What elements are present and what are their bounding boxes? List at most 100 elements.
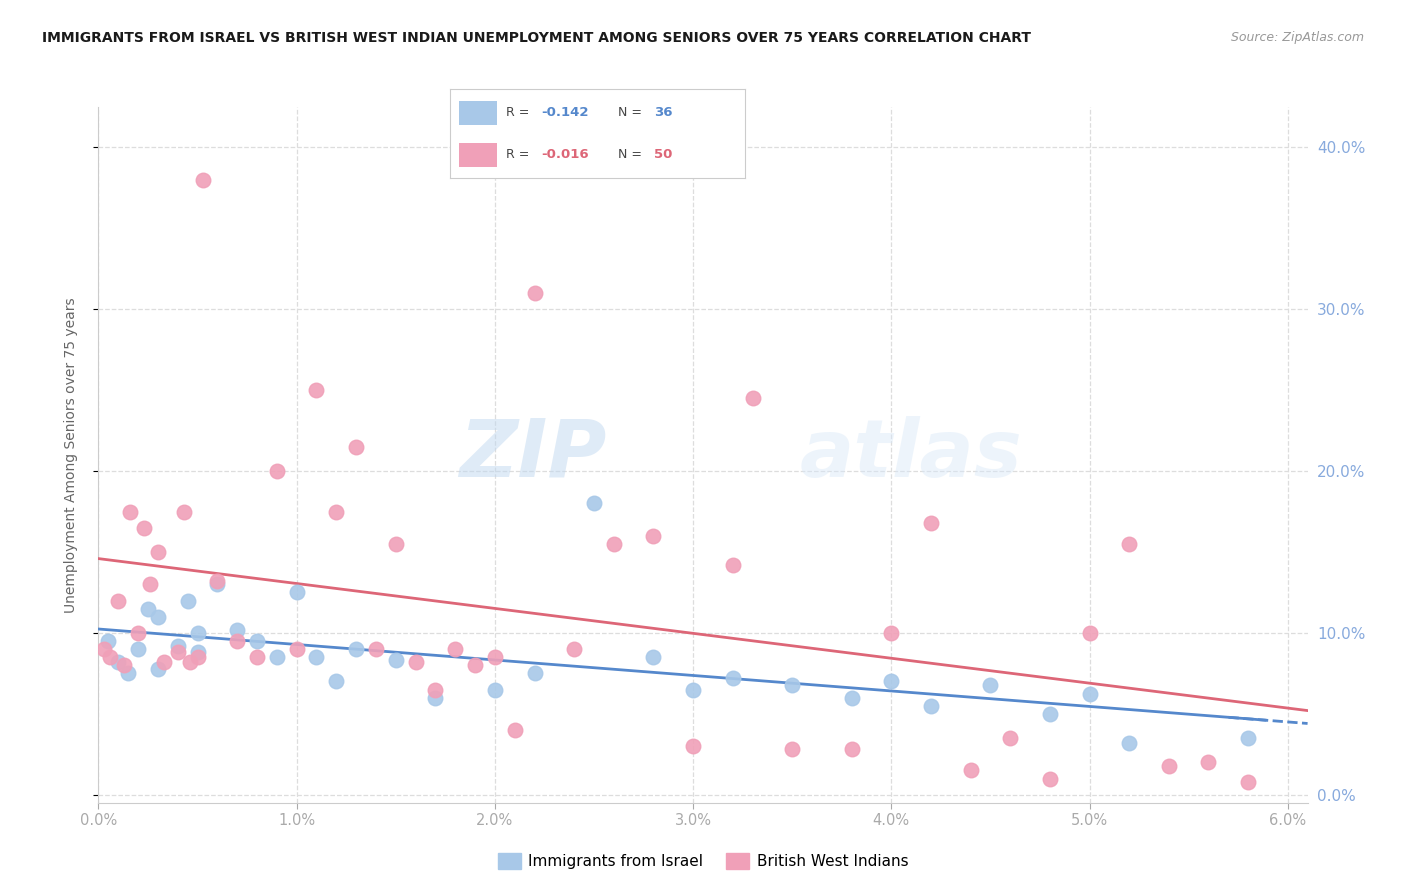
Point — [325, 504, 347, 518]
Point — [1118, 736, 1140, 750]
Point — [464, 658, 486, 673]
Text: N =: N = — [619, 106, 643, 119]
Point — [384, 653, 406, 667]
Point — [484, 650, 506, 665]
Point — [153, 655, 176, 669]
Point — [523, 666, 546, 681]
Point — [117, 666, 139, 681]
Point — [176, 593, 198, 607]
Point — [132, 521, 155, 535]
Point — [97, 634, 120, 648]
Point — [285, 585, 308, 599]
Point — [146, 545, 169, 559]
Y-axis label: Unemployment Among Seniors over 75 years: Unemployment Among Seniors over 75 years — [63, 297, 77, 613]
Point — [780, 678, 803, 692]
Text: atlas: atlas — [800, 416, 1022, 494]
Text: N =: N = — [619, 148, 643, 161]
Point — [266, 464, 288, 478]
Point — [1078, 687, 1101, 701]
Point — [643, 650, 665, 665]
Text: IMMIGRANTS FROM ISRAEL VS BRITISH WEST INDIAN UNEMPLOYMENT AMONG SENIORS OVER 75: IMMIGRANTS FROM ISRAEL VS BRITISH WEST I… — [42, 31, 1031, 45]
Text: -0.142: -0.142 — [541, 106, 589, 119]
Point — [1237, 731, 1260, 745]
Point — [364, 642, 387, 657]
Point — [484, 682, 506, 697]
Point — [959, 764, 981, 778]
Point — [1078, 626, 1101, 640]
Point — [186, 626, 208, 640]
Point — [246, 650, 269, 665]
Point — [523, 286, 546, 301]
Point — [1157, 758, 1180, 772]
Point — [146, 609, 169, 624]
Point — [425, 682, 447, 697]
Text: 50: 50 — [654, 148, 672, 161]
Point — [207, 577, 229, 591]
Text: R =: R = — [506, 148, 530, 161]
Point — [425, 690, 447, 705]
Point — [193, 173, 215, 187]
Point — [305, 383, 328, 397]
Point — [603, 537, 626, 551]
Point — [920, 698, 942, 713]
Point — [285, 642, 308, 657]
Point — [136, 601, 159, 615]
Bar — [458, 143, 498, 167]
Point — [841, 742, 863, 756]
Point — [780, 742, 803, 756]
Bar — [458, 101, 498, 125]
Point — [979, 678, 1001, 692]
Point — [98, 650, 121, 665]
Point — [120, 504, 142, 518]
Point — [166, 639, 188, 653]
Point — [1039, 772, 1062, 786]
Point — [503, 723, 526, 737]
Point — [384, 537, 406, 551]
Point — [444, 642, 467, 657]
Point — [582, 496, 605, 510]
Point — [173, 504, 195, 518]
Text: 36: 36 — [654, 106, 672, 119]
Point — [880, 674, 903, 689]
Point — [344, 440, 367, 454]
Point — [562, 642, 585, 657]
Point — [226, 634, 249, 648]
Text: R =: R = — [506, 106, 530, 119]
Point — [139, 577, 162, 591]
Point — [93, 642, 115, 657]
Point — [1118, 537, 1140, 551]
Point — [127, 642, 149, 657]
Point — [146, 661, 169, 675]
Text: -0.016: -0.016 — [541, 148, 589, 161]
Point — [127, 626, 149, 640]
Legend: Immigrants from Israel, British West Indians: Immigrants from Israel, British West Ind… — [492, 847, 914, 875]
Point — [186, 645, 208, 659]
Point — [682, 682, 704, 697]
Point — [344, 642, 367, 657]
Point — [841, 690, 863, 705]
Point — [1237, 774, 1260, 789]
Point — [721, 671, 744, 685]
Point — [186, 650, 208, 665]
Point — [107, 655, 129, 669]
Point — [179, 655, 201, 669]
Point — [1198, 756, 1220, 770]
Point — [305, 650, 328, 665]
Point — [166, 645, 188, 659]
Point — [1000, 731, 1022, 745]
Point — [226, 623, 249, 637]
Point — [207, 574, 229, 588]
Point — [405, 655, 427, 669]
Point — [643, 529, 665, 543]
Point — [1039, 706, 1062, 721]
Point — [325, 674, 347, 689]
Point — [246, 634, 269, 648]
Point — [920, 516, 942, 530]
Point — [682, 739, 704, 754]
Point — [266, 650, 288, 665]
Text: Source: ZipAtlas.com: Source: ZipAtlas.com — [1230, 31, 1364, 45]
Point — [880, 626, 903, 640]
Point — [112, 658, 135, 673]
Point — [721, 558, 744, 572]
Point — [741, 392, 763, 406]
